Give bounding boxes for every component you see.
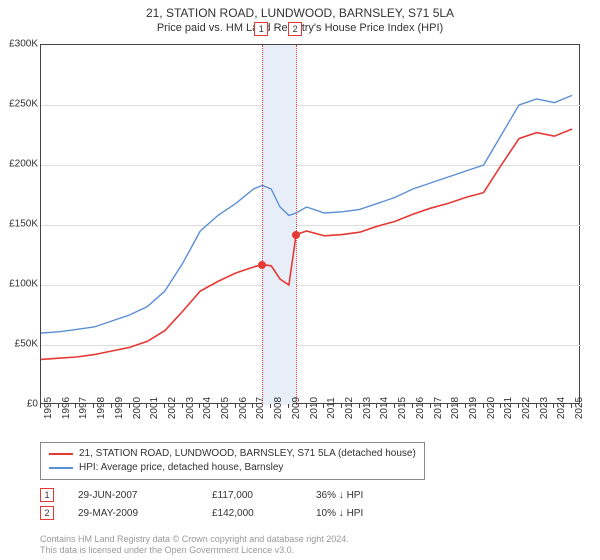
y-axis-label: £150K <box>9 219 38 230</box>
x-axis-label: 2003 <box>185 397 196 419</box>
x-axis-label: 2016 <box>415 397 426 419</box>
event-delta: 36% ↓ HPI <box>316 490 416 501</box>
event-table: 1 29-JUN-2007 £117,000 36% ↓ HPI 2 29-MA… <box>40 486 416 522</box>
event-marker-icon: 2 <box>288 22 302 36</box>
data-point-marker <box>258 261 266 269</box>
legend-item: HPI: Average price, detached house, Barn… <box>49 461 416 475</box>
legend-label: 21, STATION ROAD, LUNDWOOD, BARNSLEY, S7… <box>79 447 416 461</box>
x-axis-label: 2006 <box>238 397 249 419</box>
event-date: 29-MAY-2009 <box>78 508 188 519</box>
chart-area: £0£50K£100K£150K£200K£250K£300K 19951996… <box>40 44 580 404</box>
legend-item: 21, STATION ROAD, LUNDWOOD, BARNSLEY, S7… <box>49 447 416 461</box>
x-axis-label: 2012 <box>344 397 355 419</box>
x-axis-label: 2023 <box>539 397 550 419</box>
x-axis-label: 2022 <box>521 397 532 419</box>
x-axis-label: 2001 <box>149 397 160 419</box>
event-price: £142,000 <box>212 508 292 519</box>
series-line-hpi <box>41 95 572 333</box>
x-axis-label: 2000 <box>132 397 143 419</box>
footer-line: Contains HM Land Registry data © Crown c… <box>40 534 349 545</box>
x-axis-label: 1996 <box>61 397 72 419</box>
event-marker-icon: 1 <box>254 22 268 36</box>
x-axis-label: 2007 <box>255 397 266 419</box>
x-axis-label: 1997 <box>78 397 89 419</box>
x-axis-label: 2005 <box>220 397 231 419</box>
x-axis-label: 2011 <box>326 397 337 419</box>
x-axis-label: 1995 <box>43 397 54 419</box>
x-axis-label: 2018 <box>450 397 461 419</box>
x-axis-label: 2020 <box>486 397 497 419</box>
y-axis-label: £200K <box>9 159 38 170</box>
x-axis-label: 1998 <box>96 397 107 419</box>
y-axis-label: £300K <box>9 39 38 50</box>
plot-area <box>40 44 580 404</box>
event-marker: 1 <box>40 488 54 502</box>
x-axis-label: 2013 <box>362 397 373 419</box>
x-axis-label: 2008 <box>273 397 284 419</box>
x-axis-label: 2002 <box>167 397 178 419</box>
x-axis-label: 2024 <box>556 397 567 419</box>
x-axis-label: 1999 <box>114 397 125 419</box>
x-axis-label: 2015 <box>397 397 408 419</box>
event-date: 29-JUN-2007 <box>78 490 188 501</box>
event-row: 2 29-MAY-2009 £142,000 10% ↓ HPI <box>40 504 416 522</box>
y-axis-label: £0 <box>27 399 38 410</box>
legend-swatch <box>49 453 73 455</box>
footer-line: This data is licensed under the Open Gov… <box>40 545 349 556</box>
x-axis-label: 2017 <box>433 397 444 419</box>
legend-swatch <box>49 467 73 469</box>
x-axis-label: 2019 <box>468 397 479 419</box>
y-axis-label: £250K <box>9 99 38 110</box>
y-axis-label: £50K <box>15 339 38 350</box>
series-line-property <box>41 129 572 359</box>
x-axis-label: 2025 <box>574 397 585 419</box>
event-price: £117,000 <box>212 490 292 501</box>
x-axis-label: 2014 <box>379 397 390 419</box>
legend-label: HPI: Average price, detached house, Barn… <box>79 461 283 475</box>
line-series-svg <box>41 45 581 405</box>
x-axis-label: 2004 <box>202 397 213 419</box>
event-row: 1 29-JUN-2007 £117,000 36% ↓ HPI <box>40 486 416 504</box>
x-axis-label: 2021 <box>503 397 514 419</box>
data-point-marker <box>292 231 300 239</box>
event-delta: 10% ↓ HPI <box>316 508 416 519</box>
legend: 21, STATION ROAD, LUNDWOOD, BARNSLEY, S7… <box>40 442 425 480</box>
x-axis-label: 2010 <box>309 397 320 419</box>
y-axis-label: £100K <box>9 279 38 290</box>
footer-attribution: Contains HM Land Registry data © Crown c… <box>40 534 349 556</box>
chart-title-main: 21, STATION ROAD, LUNDWOOD, BARNSLEY, S7… <box>0 6 600 20</box>
x-axis-label: 2009 <box>291 397 302 419</box>
event-marker: 2 <box>40 506 54 520</box>
